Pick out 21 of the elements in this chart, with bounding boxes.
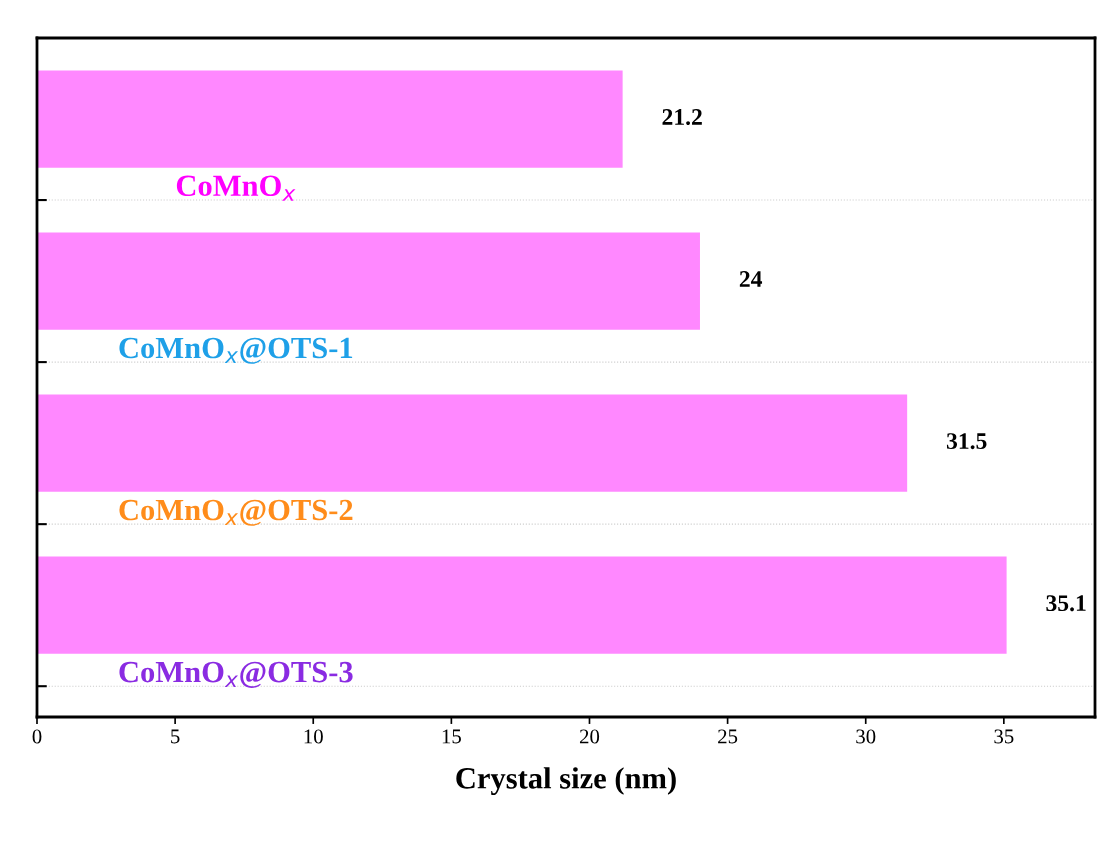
y-tick-label: CoMnO$_{x}$@OTS-2 [119, 499, 353, 526]
bar [37, 394, 908, 492]
y-tick-label: CoMnO$_{x}$ [176, 175, 296, 201]
x-tick-label: 20 [579, 729, 600, 744]
x-tick-label: 5 [171, 729, 180, 744]
data-label: 35.1 [1046, 595, 1086, 612]
x-tick-label: 0 [32, 729, 42, 744]
x-tick-label: 25 [718, 729, 738, 744]
y-tick-label: CoMnO$_{x}$@OTS-3 [119, 661, 353, 688]
data-label: 21.2 [662, 109, 702, 126]
data-label: 24 [739, 271, 763, 287]
x-tick-label: 10 [304, 729, 323, 744]
data-label: 31.5 [946, 433, 987, 450]
x-tick-label: 35 [994, 729, 1014, 744]
x-axis-title: Crystal size (nm) [456, 767, 676, 795]
x-tick-label: 30 [856, 729, 876, 744]
bar [37, 232, 700, 330]
y-tick-label: CoMnO$_{x}$@OTS-1 [119, 337, 353, 364]
bar [37, 556, 1007, 654]
x-tick-label: 15 [442, 729, 461, 744]
bar [37, 70, 623, 168]
